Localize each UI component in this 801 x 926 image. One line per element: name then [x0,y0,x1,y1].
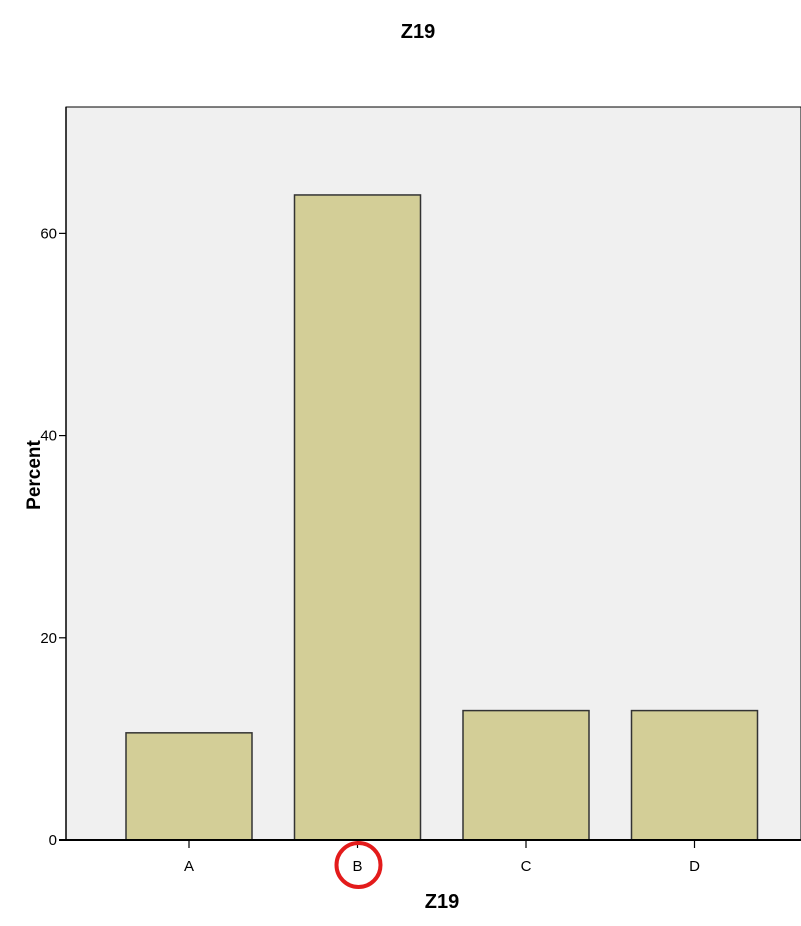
x-tick-label-c: C [521,858,532,875]
x-axis: A B C D [59,840,801,887]
x-tick-label-b: B [352,858,362,875]
x-tick-label-a: A [184,858,194,875]
bar-a [126,733,252,840]
bar-b [295,195,421,840]
chart-title: Z19 [401,21,435,43]
x-axis-label: Z19 [425,891,459,913]
y-tick-label: 20 [40,630,57,647]
bar-c [463,711,589,840]
bar-d [632,711,758,840]
y-tick-label: 60 [40,225,57,242]
y-tick-label: 0 [49,832,57,849]
x-tick-label-d: D [689,858,700,875]
y-axis-label: Percent [24,439,45,509]
